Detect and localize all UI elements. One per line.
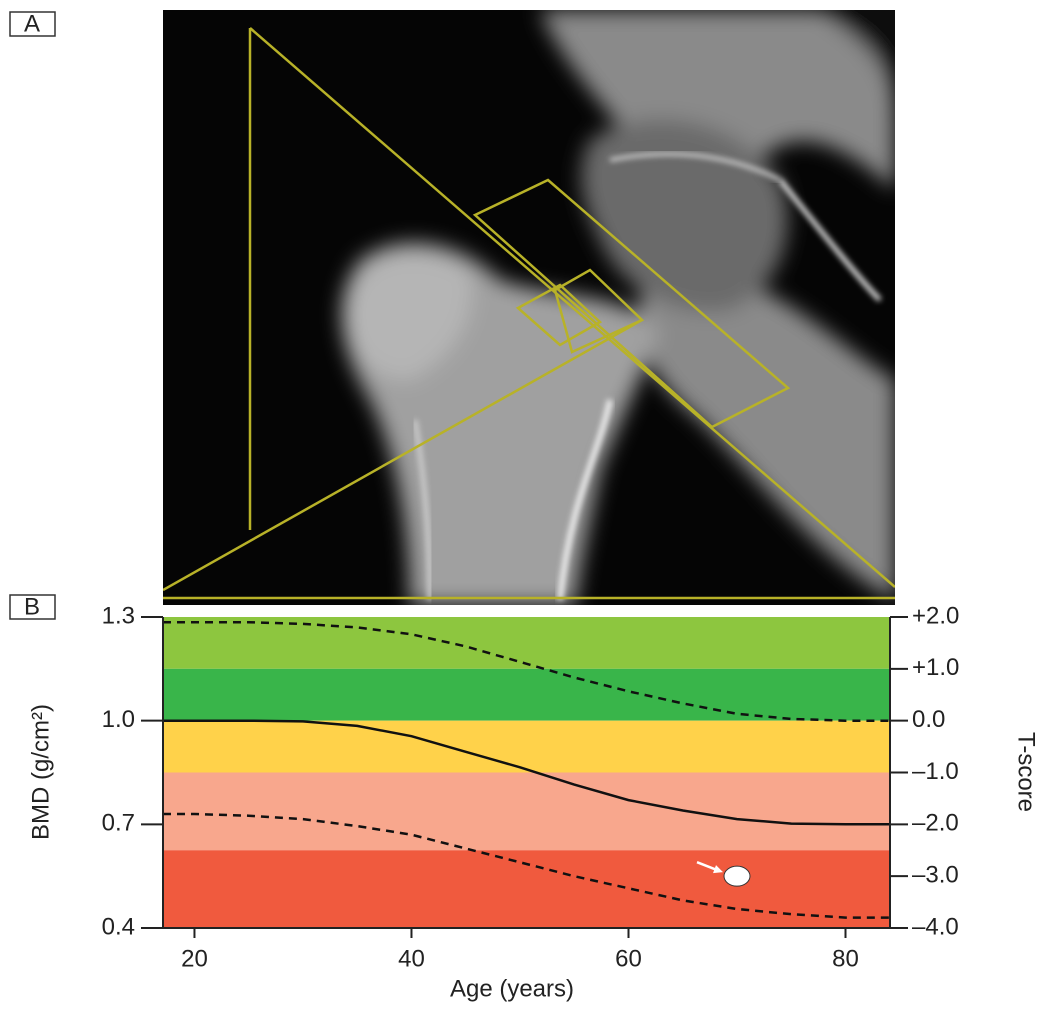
x-axis-label: Age (years) [450,975,574,1002]
x-tick-label: 20 [181,945,208,972]
x-tick-label: 80 [832,945,859,972]
panel-label-box [9,11,56,37]
y2-tick-label: –4.0 [912,913,959,940]
y-axis-label: BMD (g/cm²) [27,704,54,840]
y-tick-label: 0.4 [102,913,135,940]
y-tick-label: 0.7 [102,810,135,837]
x-tick-label: 60 [615,945,642,972]
panel-label: B [24,593,40,620]
panel-label-box [9,594,56,620]
y2-tick-label: –3.0 [912,862,959,889]
band [163,720,890,773]
y2-tick-label: –1.0 [912,758,959,785]
y2-tick-label: +2.0 [912,602,959,629]
xray-image [163,10,895,605]
band [163,772,890,851]
arrow-head [713,865,724,874]
plot-area: 0.4 0.7 1.0 1.3 –4.0 –3.0 –2.0 –1.0 0.0 +1.0 +2.0 2… [102,602,960,972]
panel-label: A [24,10,40,37]
line [163,719,890,826]
y2-tick-label: –2.0 [912,810,959,837]
y-tick-label: 1.0 [102,706,135,733]
y-tick-label: 1.3 [102,602,135,629]
patient-point [723,865,751,887]
line [163,620,890,722]
y2-tick-label: +1.0 [912,654,959,681]
band [163,668,890,721]
x-tick-label: 40 [398,945,425,972]
y2-axis-label: T-score [1013,732,1040,812]
line [163,812,890,919]
band [163,850,890,928]
y2-tick-label: 0.0 [912,706,945,733]
band [163,617,890,669]
